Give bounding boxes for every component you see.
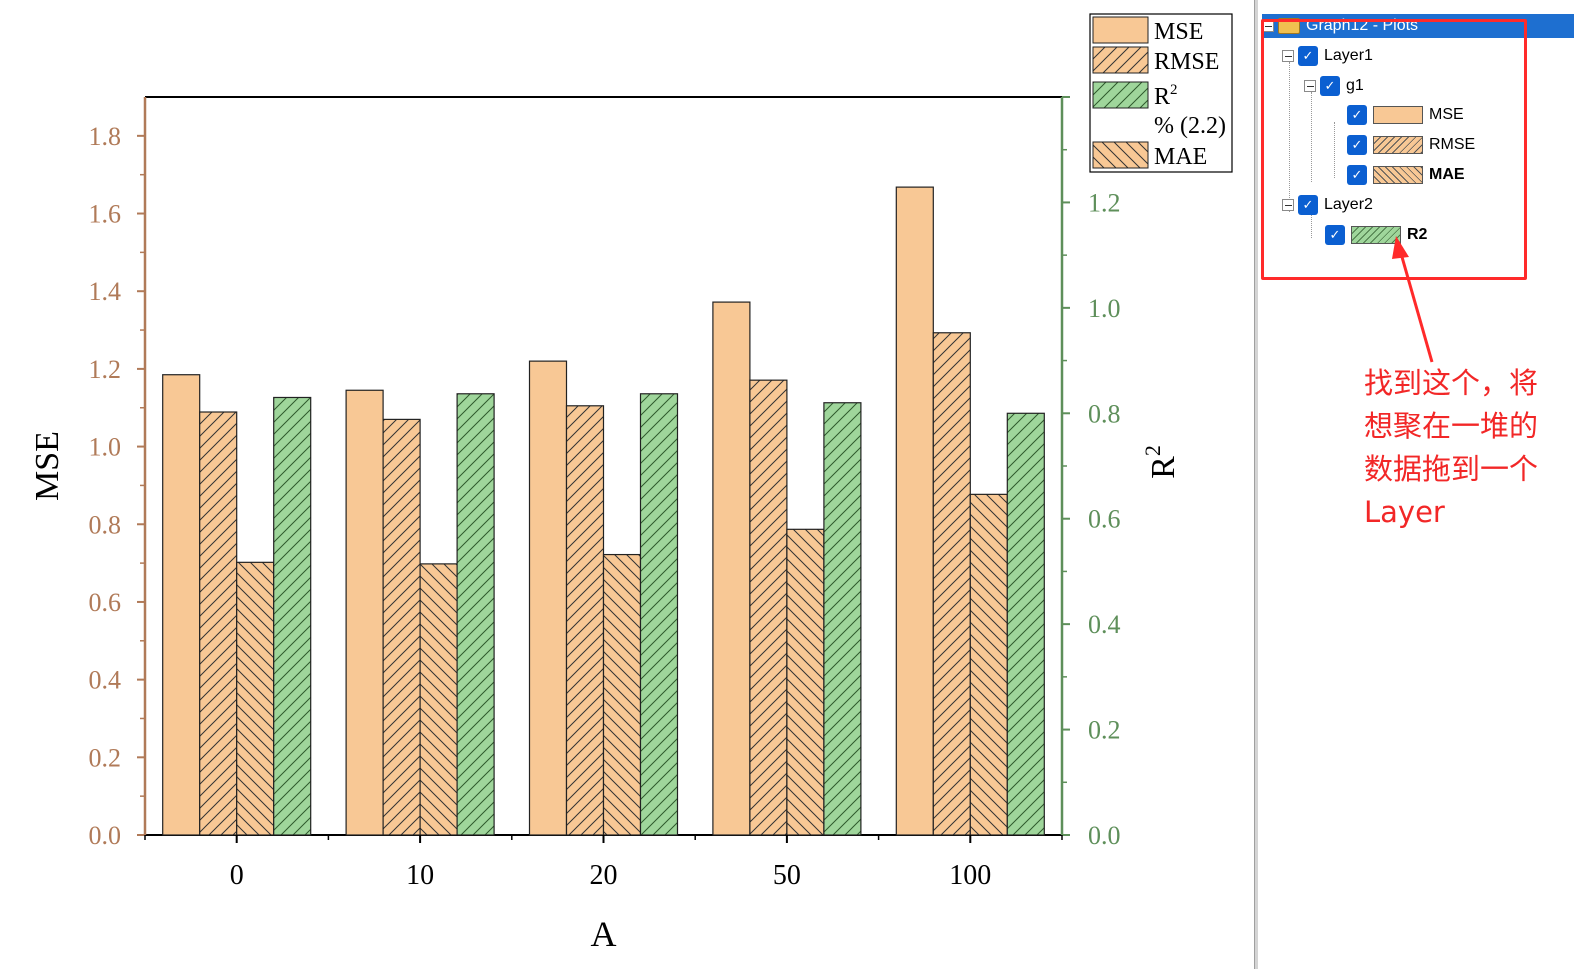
collapse-icon[interactable]: [1304, 80, 1316, 92]
tree-item-mse[interactable]: ✓ MSE: [1347, 103, 1464, 127]
legend-label-text: MSE: [1154, 19, 1203, 45]
right-tick-label: 0.2: [1088, 716, 1121, 745]
bar-rmse-0: [199, 411, 238, 836]
legend-label-3: % (2.2): [1154, 113, 1226, 139]
bar-r2-20: [639, 393, 679, 836]
checkbox-layer1[interactable]: ✓: [1298, 46, 1318, 66]
bar-mae-0: [236, 561, 275, 836]
right-axis-title-sup: 2: [1140, 445, 1165, 456]
right-tick-label: 0.8: [1088, 399, 1121, 428]
right-tick-label: 1.2: [1088, 188, 1121, 217]
right-tick-label: 1.0: [1088, 294, 1121, 323]
folder-icon: [1278, 18, 1300, 34]
bar-mse-50: [712, 301, 751, 836]
layer2-label: Layer2: [1324, 196, 1373, 213]
bar-mse-10: [345, 389, 384, 836]
checkbox-rmse[interactable]: ✓: [1347, 135, 1367, 155]
left-tick-label: 0.2: [89, 743, 122, 772]
legend-swatch-0: [1092, 16, 1149, 44]
bar-r2-50: [823, 402, 862, 836]
legend-swatch-2: [1092, 81, 1149, 109]
bar-mae-20: [602, 553, 642, 836]
left-tick-label: 1.2: [89, 355, 122, 384]
r2-label: R2: [1407, 226, 1428, 243]
left-tick-label: 0.4: [89, 666, 122, 695]
panel-splitter[interactable]: [1254, 0, 1258, 969]
tree-item-layer2[interactable]: ✓ Layer2: [1282, 193, 1373, 217]
checkbox-mse[interactable]: ✓: [1347, 105, 1367, 125]
x-tick-label: 0: [230, 860, 244, 891]
tree-item-rmse[interactable]: ✓ RMSE: [1347, 133, 1475, 157]
legend-swatch-1: [1092, 46, 1149, 74]
bar-rmse-20: [565, 405, 605, 836]
tree-item-r2[interactable]: ✓ R2: [1325, 223, 1427, 247]
legend-label-sup: 2: [1170, 82, 1178, 98]
x-tick-label: 50: [773, 860, 801, 891]
legend-swatch-4: [1092, 141, 1149, 169]
annotation-note: 找到这个，将想聚在一堆的数据拖到一个Layer: [1364, 366, 1539, 529]
bar-rmse-100: [932, 332, 971, 836]
checkbox-layer2[interactable]: ✓: [1298, 195, 1318, 215]
right-axis-title-base: R: [1145, 456, 1182, 479]
rmse-swatch-icon: [1373, 136, 1423, 154]
left-tick-label: 1.8: [89, 122, 122, 151]
left-tick-label: 1.0: [89, 433, 122, 462]
legend-label-text: R: [1154, 84, 1170, 110]
bar-r2-0: [273, 396, 312, 836]
x-tick-label: 20: [590, 860, 618, 891]
checkbox-r2[interactable]: ✓: [1325, 225, 1345, 245]
rmse-label: RMSE: [1429, 136, 1476, 153]
left-tick-label: 1.4: [89, 277, 122, 306]
left-tick-label: 0.0: [89, 821, 122, 850]
right-tick-label: 0.0: [1088, 821, 1121, 850]
legend-label-text: RMSE: [1154, 49, 1219, 75]
legend-label-4: MAE: [1154, 144, 1207, 170]
left-tick-label: 0.6: [89, 588, 122, 617]
tree-item-g1[interactable]: ✓ g1: [1304, 74, 1364, 98]
x-tick-label: 10: [406, 860, 434, 891]
layer1-label: Layer1: [1324, 47, 1373, 64]
tree-item-layer1[interactable]: ✓ Layer1: [1282, 44, 1373, 68]
legend-label-text: MAE: [1154, 144, 1207, 170]
checkbox-g1[interactable]: ✓: [1320, 76, 1340, 96]
collapse-icon[interactable]: [1282, 50, 1294, 62]
x-axis-title: A: [591, 914, 617, 954]
highlight-box: [1261, 19, 1527, 280]
legend-label-2: R2: [1154, 82, 1178, 110]
tree-item-mae[interactable]: ✓ MAE: [1347, 163, 1465, 187]
right-tick-label: 0.4: [1088, 610, 1121, 639]
bar-mae-10: [419, 563, 458, 836]
right-tick-label: 0.6: [1088, 505, 1121, 534]
r2-swatch-icon: [1351, 226, 1401, 244]
bar-mae-100: [969, 493, 1008, 836]
bar-mse-100: [895, 186, 934, 836]
bar-r2-100: [1006, 412, 1045, 836]
left-axis-title: MSE: [29, 431, 66, 501]
legend-label-text: % (2.2): [1154, 113, 1226, 139]
left-tick-label: 0.8: [89, 510, 122, 539]
mae-swatch-icon: [1373, 166, 1423, 184]
mae-label: MAE: [1429, 166, 1465, 183]
collapse-icon[interactable]: [1282, 199, 1294, 211]
legend-label-0: MSE: [1154, 19, 1203, 45]
left-tick-label: 1.6: [89, 200, 122, 229]
legend-label-1: RMSE: [1154, 49, 1219, 75]
chart: 0.0 0.2 0.4 0.6 0.8 1.0 1.2 1.4 1.6 1.8 0.0 0.2 0.4 0…: [29, 13, 1233, 954]
bar-mae-50: [786, 528, 825, 836]
bar-r2-10: [456, 393, 495, 836]
g1-label: g1: [1346, 77, 1364, 94]
mse-swatch-icon: [1373, 106, 1423, 124]
bar-mse-20: [528, 360, 568, 836]
right-axis-title: R2: [1140, 445, 1182, 479]
checkbox-mae[interactable]: ✓: [1347, 165, 1367, 185]
bar-rmse-10: [382, 418, 421, 836]
x-tick-label: 100: [949, 860, 991, 891]
bar-rmse-50: [749, 379, 788, 836]
object-manager-panel: Graph12 - Plots ✓ Layer1 ✓ g1 ✓ MSE ✓ RM…: [1258, 0, 1576, 969]
mse-label: MSE: [1429, 106, 1464, 123]
